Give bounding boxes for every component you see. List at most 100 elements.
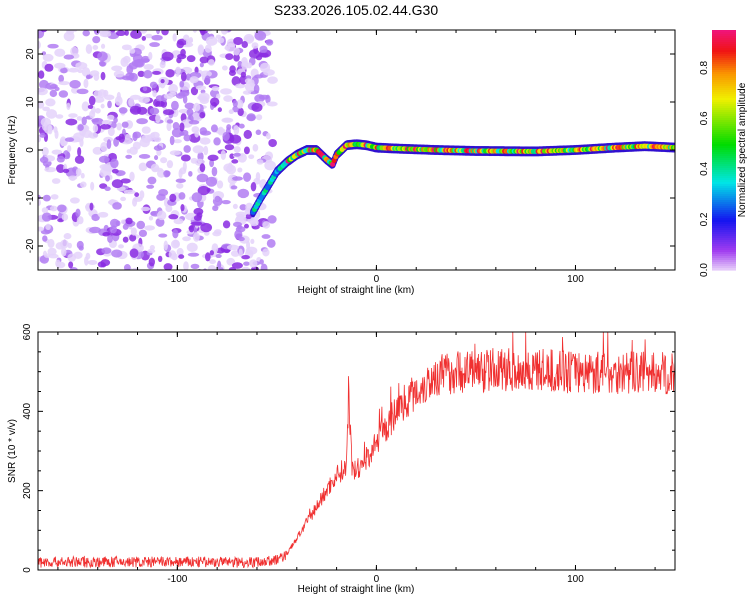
noise-blob	[233, 36, 243, 46]
noise-blob	[182, 236, 191, 242]
noise-blob	[64, 137, 75, 142]
noise-blob	[70, 197, 80, 204]
noise-blob	[251, 272, 258, 276]
noise-blob	[205, 36, 218, 46]
y-tick-label: -10	[25, 190, 36, 205]
colorbar-swatch	[712, 84, 736, 87]
colorbar-swatch	[712, 256, 736, 259]
noise-blob	[92, 124, 99, 133]
noise-blob	[221, 65, 228, 71]
noise-blob	[169, 193, 177, 203]
noise-blob	[138, 162, 148, 172]
noise-blob	[163, 170, 171, 177]
colorbar-swatch	[712, 238, 736, 241]
ridge-point	[672, 145, 675, 151]
noise-blob	[192, 30, 197, 33]
noise-blob	[191, 192, 203, 203]
colorbar-swatch	[712, 260, 736, 263]
noise-blob	[217, 107, 222, 113]
noise-blob	[232, 100, 238, 108]
noise-blob	[150, 132, 156, 139]
colorbar-swatch	[712, 118, 736, 121]
noise-blob	[238, 123, 245, 129]
noise-blob	[211, 85, 220, 92]
noise-blob	[125, 72, 135, 81]
noise-blob	[68, 175, 78, 181]
noise-blob	[139, 190, 145, 199]
noise-blob	[236, 99, 244, 109]
noise-blob	[219, 267, 224, 270]
noise-blob	[89, 226, 101, 234]
noise-blob	[209, 159, 215, 168]
noise-blob	[136, 106, 148, 115]
colorbar-swatch	[712, 122, 736, 125]
y-tick-label: 0	[22, 567, 33, 573]
noise-blob	[183, 261, 189, 270]
snr-plot: -100 0 100 0 200 400 600	[22, 323, 676, 585]
noise-blob	[169, 135, 175, 146]
noise-blob	[74, 155, 85, 164]
colorbar-swatch	[712, 106, 736, 109]
colorbar-swatch	[712, 62, 736, 65]
noise-blob	[251, 102, 263, 112]
noise-blob	[196, 173, 209, 183]
noise-blob	[165, 69, 175, 78]
noise-blob	[54, 48, 66, 57]
noise-blob	[42, 235, 48, 242]
noise-blob	[231, 76, 241, 86]
noise-blob	[245, 35, 255, 42]
colorbar-swatch	[712, 32, 736, 35]
noise-blob	[260, 263, 268, 270]
noise-blob	[172, 121, 180, 131]
noise-blob	[162, 109, 175, 116]
noise-blob	[87, 260, 98, 266]
noise-blob	[172, 229, 179, 239]
noise-blob	[60, 67, 68, 74]
noise-blob	[152, 70, 162, 75]
noise-blob	[129, 48, 136, 54]
noise-blob	[47, 43, 59, 49]
noise-blob	[89, 110, 96, 119]
y-tick-label: 600	[22, 323, 33, 340]
colorbar-swatch	[712, 68, 736, 71]
y-tick-label: 200	[22, 482, 33, 499]
noise-blob	[222, 220, 231, 229]
noise-blob	[81, 101, 90, 112]
noise-blob	[211, 166, 218, 177]
noise-blob	[233, 152, 241, 157]
noise-blob	[192, 232, 200, 242]
colorbar-swatch	[712, 268, 736, 271]
noise-blob	[61, 213, 69, 221]
x-tick-label: 100	[567, 274, 584, 285]
colorbar-swatch	[712, 116, 736, 119]
colorbar-swatch	[712, 158, 736, 161]
noise-blob	[173, 139, 182, 144]
colorbar-swatch	[712, 166, 736, 169]
noise-blob	[39, 30, 43, 31]
noise-blob	[189, 76, 199, 84]
colorbar-swatch	[712, 66, 736, 69]
noise-blob	[83, 78, 89, 89]
noise-blob	[128, 97, 135, 107]
noise-blob	[252, 269, 256, 270]
colorbar-swatch	[712, 232, 736, 235]
colorbar-swatch	[712, 94, 736, 97]
noise-blob	[143, 64, 154, 71]
noise-blob	[42, 194, 51, 202]
noise-blob	[224, 46, 231, 51]
colorbar-swatch	[712, 46, 736, 49]
noise-blob	[51, 149, 63, 155]
noise-blob	[98, 30, 103, 31]
colorbar-swatch	[712, 204, 736, 207]
noise-blob	[39, 156, 49, 164]
colorbar-swatch	[712, 130, 736, 133]
noise-blob	[199, 163, 206, 173]
colorbar-swatch	[712, 80, 736, 83]
noise-blob	[39, 132, 46, 138]
noise-blob	[243, 261, 250, 266]
noise-blob	[224, 272, 231, 277]
noise-blob	[100, 141, 108, 152]
colorbar-swatch	[712, 120, 736, 123]
colorbar-swatch	[712, 82, 736, 85]
noise-blob	[232, 105, 239, 113]
